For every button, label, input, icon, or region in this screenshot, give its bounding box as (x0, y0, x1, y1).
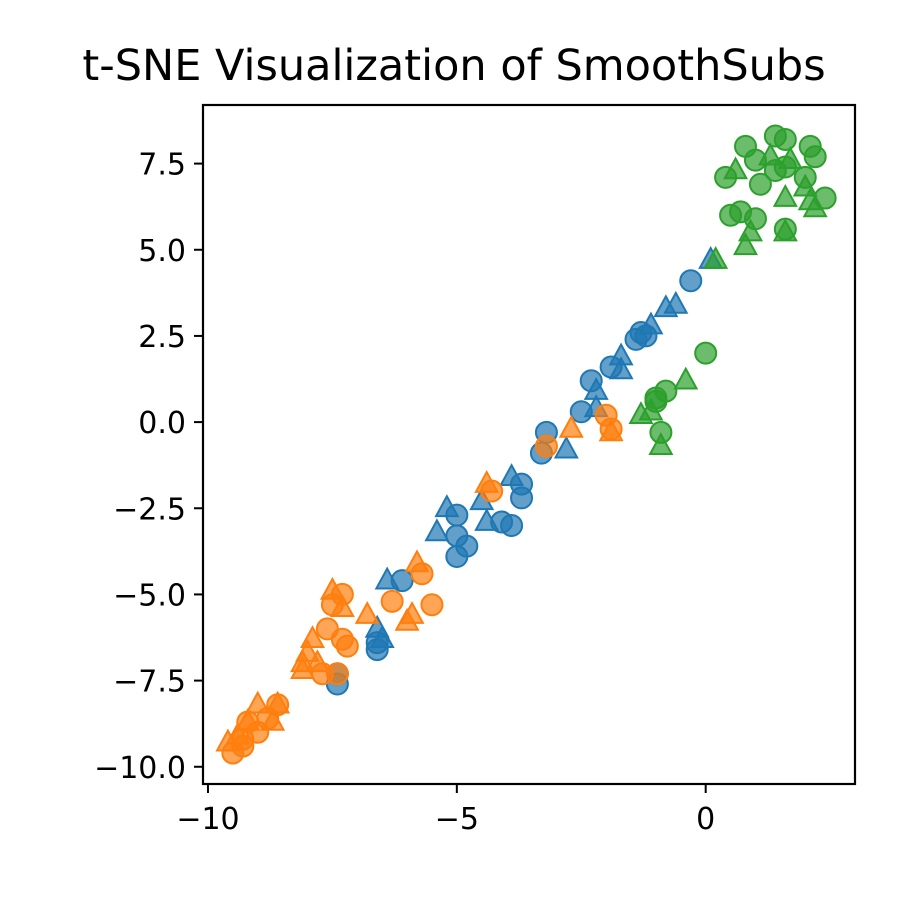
data-point-circle-s0-12 (500, 513, 524, 537)
data-point-circle-s4-16 (694, 341, 718, 365)
data-point-triangle-s5-11 (673, 366, 699, 390)
data-point-triangle-s5-8 (733, 232, 758, 256)
data-point-triangle-s1-13 (434, 494, 460, 518)
data-point-triangle-s3-14 (265, 690, 291, 714)
data-point-triangle-s5-6 (772, 183, 798, 207)
data-point-circle-s4-4 (803, 145, 827, 169)
data-point-triangle-s5-2 (757, 142, 783, 166)
data-point-triangle-s3-15 (245, 690, 271, 714)
axis-ticks: −10 −5 0 −10.0 −7.5 −5.0 −2.5 0.0 2.5 5.0 7.5 (94, 148, 715, 837)
chart-title: t-SNE Visualization of SmoothSubs (82, 41, 825, 91)
data-point-circle-s0-16 (455, 534, 479, 558)
data-point-triangle-s3-6 (394, 607, 420, 631)
data-point-circle-s4-2 (773, 127, 797, 151)
data-point-circle-s2-5 (420, 593, 444, 617)
x-tick-label: −5 (435, 802, 479, 837)
data-point-triangle-s1-9 (499, 463, 525, 487)
data-point-circle-s4-10 (748, 172, 772, 196)
data-point-triangle-s1-11 (474, 507, 500, 531)
x-tick-label: −10 (176, 802, 239, 837)
data-point-circle-s2-6 (380, 589, 404, 613)
data-point-triangle-s1-5 (608, 356, 634, 380)
x-tick-label: 0 (696, 802, 715, 837)
data-point-triangle-s3-8 (329, 594, 355, 618)
y-tick-label: −7.5 (113, 665, 186, 700)
y-tick-label: −5.0 (113, 578, 186, 613)
data-points (215, 124, 837, 765)
y-tick-label: 2.5 (138, 320, 186, 355)
data-point-triangle-s5-13 (628, 401, 654, 425)
data-point-triangle-s5-10 (802, 194, 828, 218)
data-point-triangle-s1-12 (424, 518, 450, 542)
data-point-triangle-s3-16 (235, 707, 261, 731)
data-point-circle-s2-2 (534, 434, 558, 458)
plot-frame (201, 103, 857, 786)
data-point-circle-s0-10 (510, 486, 534, 510)
data-point-triangle-s5-3 (777, 146, 803, 169)
data-point-triangle-s3-19 (215, 728, 241, 752)
data-point-triangle-s3-17 (260, 707, 286, 731)
y-tick-label: 7.5 (138, 148, 186, 183)
data-point-triangle-s5-1 (723, 156, 749, 180)
data-point-triangle-s5-14 (648, 432, 674, 456)
data-point-triangle-s5-0 (703, 246, 729, 269)
data-point-triangle-s3-13 (304, 649, 330, 673)
data-point-circle-s2-13 (325, 662, 349, 686)
data-point-triangle-s5-9 (772, 218, 798, 242)
y-tick-label: 5.0 (138, 234, 186, 269)
data-point-triangle-s1-14 (374, 566, 400, 590)
y-tick-label: 0.0 (138, 406, 186, 441)
data-point-triangle-s1-16 (369, 625, 395, 649)
data-point-triangle-s1-8 (553, 435, 579, 459)
data-point-circle-s0-0 (679, 269, 703, 293)
data-point-triangle-s3-0 (558, 414, 584, 438)
data-point-triangle-s3-4 (354, 601, 380, 624)
data-point-triangle-s1-3 (638, 311, 664, 335)
y-tick-label: −2.5 (113, 492, 186, 527)
data-point-triangle-s3-3 (404, 549, 430, 573)
data-point-triangle-s3-1 (598, 418, 624, 442)
y-tick-label: −10.0 (94, 751, 186, 786)
data-point-triangle-s1-2 (653, 294, 679, 318)
data-point-triangle-s3-2 (474, 470, 500, 493)
data-point-triangle-s3-7 (319, 576, 345, 600)
data-point-circle-s2-11 (335, 634, 359, 658)
